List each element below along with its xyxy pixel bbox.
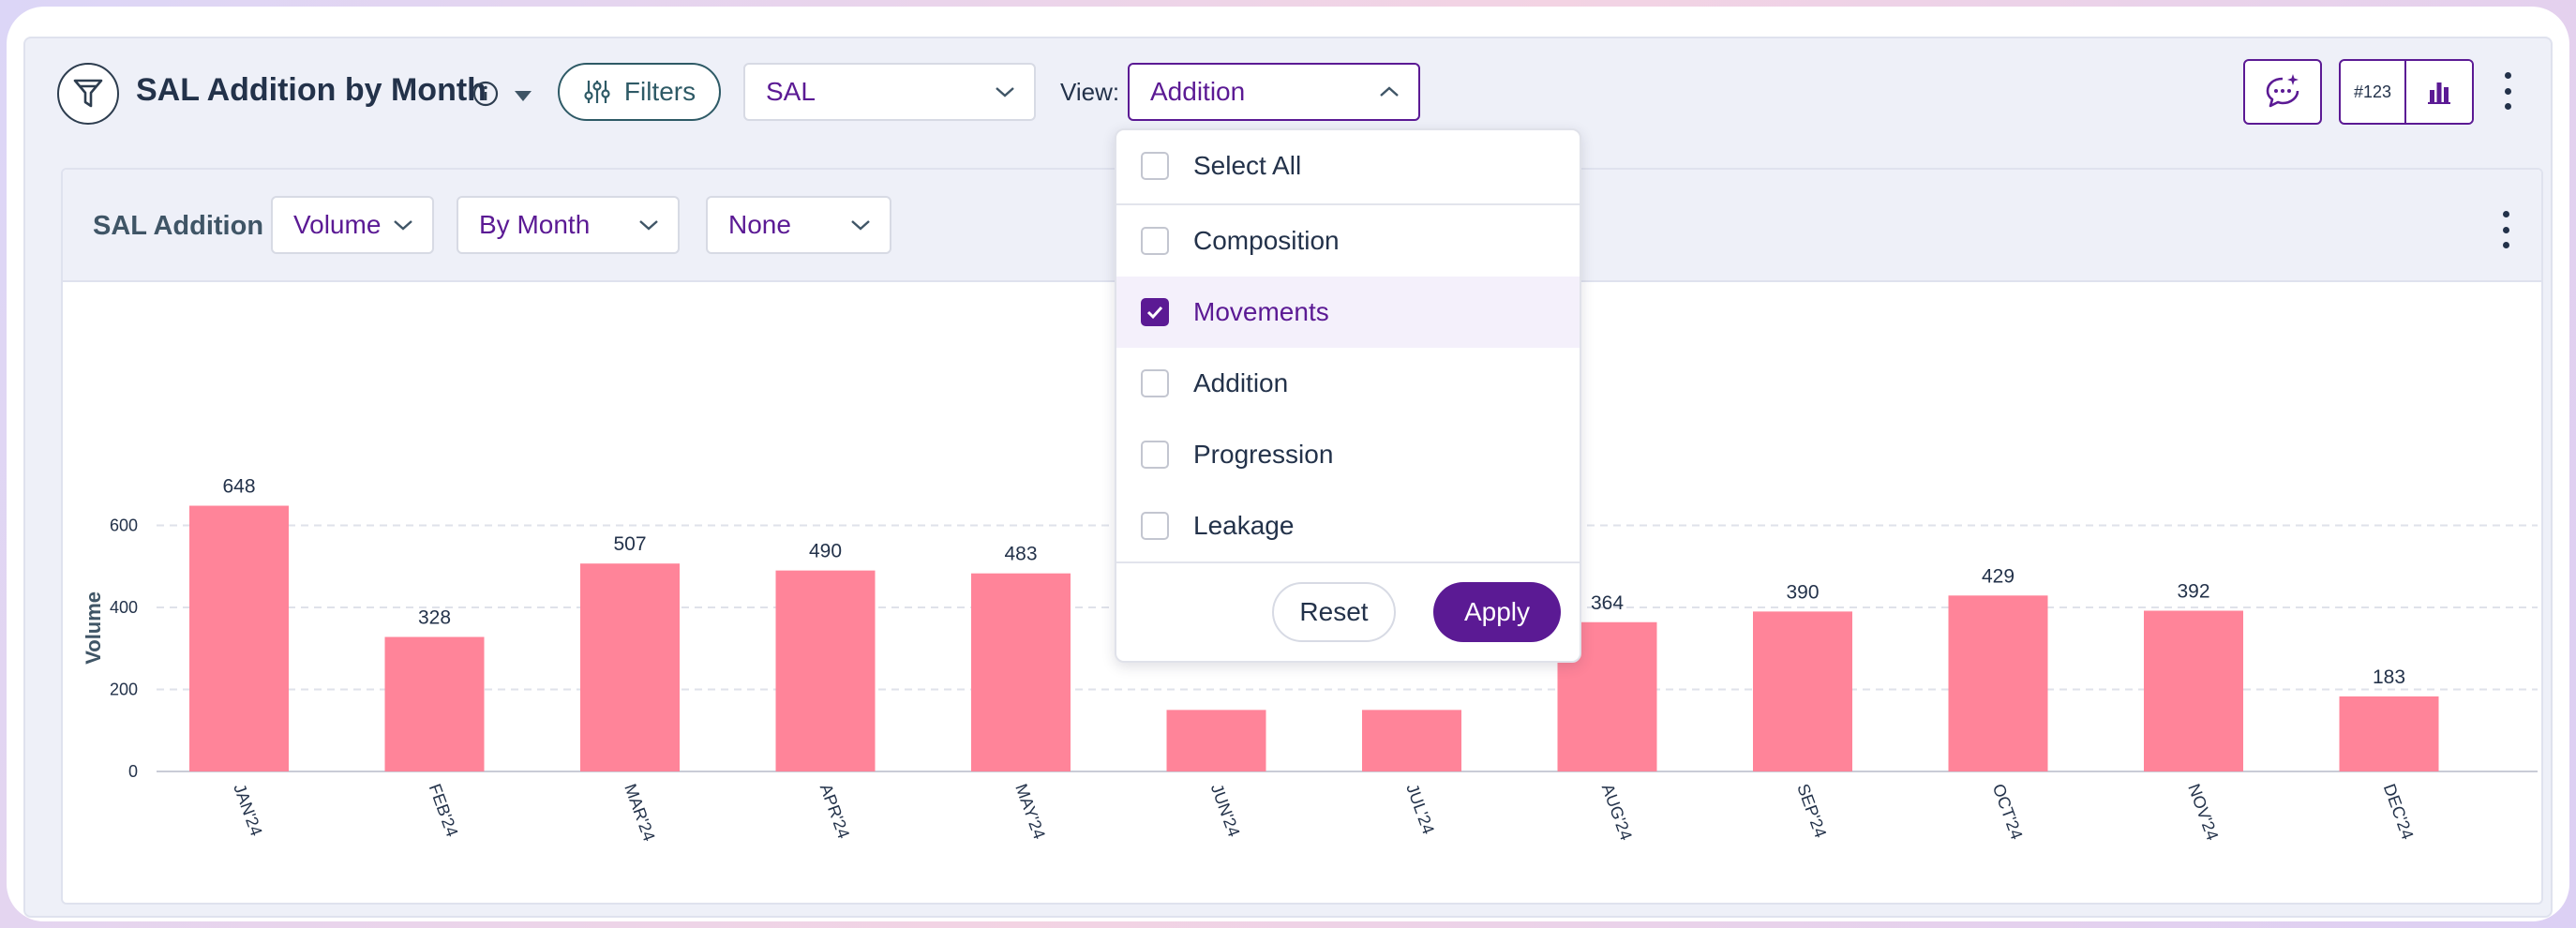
breakdown-select[interactable]: None	[706, 196, 891, 254]
measure-select-value: Volume	[293, 210, 382, 239]
y-tick-label: 200	[110, 681, 138, 699]
bar	[1362, 710, 1461, 771]
filters-label: Filters	[623, 77, 696, 106]
data-label: 648	[222, 476, 255, 498]
data-label: 183	[2373, 666, 2405, 688]
view-dropdown-menu: Select All Composition Movements Additio…	[1115, 128, 1581, 663]
funnel-icon[interactable]	[57, 63, 119, 125]
bar	[1948, 595, 2048, 771]
caret-down-icon[interactable]	[513, 89, 533, 102]
data-label: 328	[418, 607, 451, 629]
view-select-value: Addition	[1150, 77, 1246, 106]
period-select-value: By Month	[479, 210, 591, 239]
dropdown-item-label: Leakage	[1193, 511, 1295, 540]
divider	[1116, 561, 1580, 563]
dropdown-item-addition[interactable]: Addition	[1116, 348, 1580, 419]
dropdown-item-select-all[interactable]: Select All	[1116, 130, 1580, 202]
checkbox-checked-icon[interactable]	[1141, 298, 1169, 326]
app-frame: SAL Addition by Month Filters	[7, 7, 2569, 921]
checkbox-icon[interactable]	[1141, 369, 1169, 397]
chevron-down-icon	[851, 220, 870, 231]
x-tick-label: JAN'24	[230, 782, 265, 839]
page-title: SAL Addition by Month	[136, 72, 487, 108]
dropdown-item-label: Addition	[1193, 368, 1289, 397]
y-tick-label: 400	[110, 598, 138, 617]
chart-view-toggle[interactable]	[2406, 61, 2472, 123]
bar-chart: 0 200 400 600 Volume 648 JAN'24 328 FEB'24 507 MAR…	[82, 476, 2538, 844]
y-tick-label: 0	[128, 762, 138, 781]
bar	[1753, 611, 1852, 771]
ai-chat-icon	[2266, 74, 2299, 108]
bar	[775, 570, 876, 771]
reset-button[interactable]: Reset	[1272, 582, 1396, 642]
dataset-select-value: SAL	[766, 77, 816, 106]
view-label: View:	[1060, 78, 1120, 106]
y-axis-label: Volume	[82, 591, 105, 665]
breakdown-select-value: None	[728, 210, 791, 239]
y-tick-label: 600	[110, 516, 138, 535]
chevron-down-icon	[639, 220, 658, 231]
x-tick-label: MAY'24	[1011, 782, 1049, 842]
checkbox-icon[interactable]	[1141, 441, 1169, 469]
dropdown-item-leakage[interactable]: Leakage	[1116, 490, 1580, 561]
dropdown-item-composition[interactable]: Composition	[1116, 205, 1580, 277]
checkbox-icon[interactable]	[1141, 512, 1169, 540]
bar	[971, 573, 1071, 771]
measure-select[interactable]: Volume	[271, 196, 434, 254]
ai-chat-button[interactable]	[2243, 59, 2322, 125]
data-label: 483	[1004, 544, 1037, 565]
checkbox-icon[interactable]	[1141, 227, 1169, 255]
bar	[384, 636, 485, 771]
bar	[580, 563, 680, 771]
card-title: SAL Addition	[93, 211, 264, 241]
dropdown-item-label: Select All	[1193, 151, 1302, 180]
data-label: 429	[1982, 565, 2014, 587]
x-tick-label: SEP'24	[1793, 782, 1830, 841]
apply-button[interactable]: Apply	[1433, 582, 1561, 642]
chevron-down-icon	[996, 87, 1014, 97]
dropdown-item-progression[interactable]: Progression	[1116, 419, 1580, 490]
view-select[interactable]: Addition	[1128, 63, 1420, 121]
view-mode-toggle: #123	[2339, 59, 2474, 125]
x-tick-label: DEC'24	[2380, 782, 2418, 843]
x-tick-label: JUN'24	[1207, 782, 1244, 840]
dropdown-item-label: Composition	[1193, 226, 1340, 255]
report-header: SAL Addition by Month Filters	[25, 38, 2551, 138]
bar	[2339, 696, 2439, 771]
dropdown-item-movements[interactable]: Movements	[1116, 277, 1580, 348]
divider	[1116, 203, 1580, 205]
card-more-options-icon[interactable]	[2500, 211, 2511, 248]
data-label: 392	[2177, 581, 2209, 603]
data-label: 507	[613, 533, 646, 555]
bar	[2144, 610, 2243, 771]
data-label: 364	[1591, 592, 1624, 614]
x-tick-label: JUL'24	[1402, 782, 1438, 837]
x-tick-label: FEB'24	[426, 782, 462, 840]
x-tick-label: OCT'24	[1989, 782, 2027, 843]
dataset-select[interactable]: SAL	[743, 63, 1036, 121]
chevron-up-icon	[1380, 86, 1399, 97]
x-tick-label: AUG'24	[1598, 782, 1636, 844]
x-tick-label: MAR'24	[621, 782, 659, 844]
data-label: 490	[809, 541, 842, 562]
x-tick-label: APR'24	[816, 782, 853, 842]
more-options-icon[interactable]	[2502, 72, 2513, 110]
dropdown-item-label: Movements	[1193, 297, 1329, 326]
sliders-icon	[584, 81, 610, 103]
dropdown-item-label: Progression	[1193, 440, 1334, 469]
x-tick-label: NOV'24	[2184, 782, 2222, 844]
bar	[1166, 710, 1266, 771]
chevron-down-icon	[394, 220, 412, 231]
filters-button[interactable]: Filters	[558, 63, 721, 121]
checkbox-icon[interactable]	[1141, 152, 1169, 180]
period-select[interactable]: By Month	[457, 196, 680, 254]
info-icon[interactable]	[472, 80, 500, 108]
number-view-toggle[interactable]: #123	[2341, 61, 2406, 123]
data-label: 390	[1786, 581, 1819, 603]
bar-chart-icon	[2428, 82, 2450, 104]
bar	[189, 505, 289, 771]
